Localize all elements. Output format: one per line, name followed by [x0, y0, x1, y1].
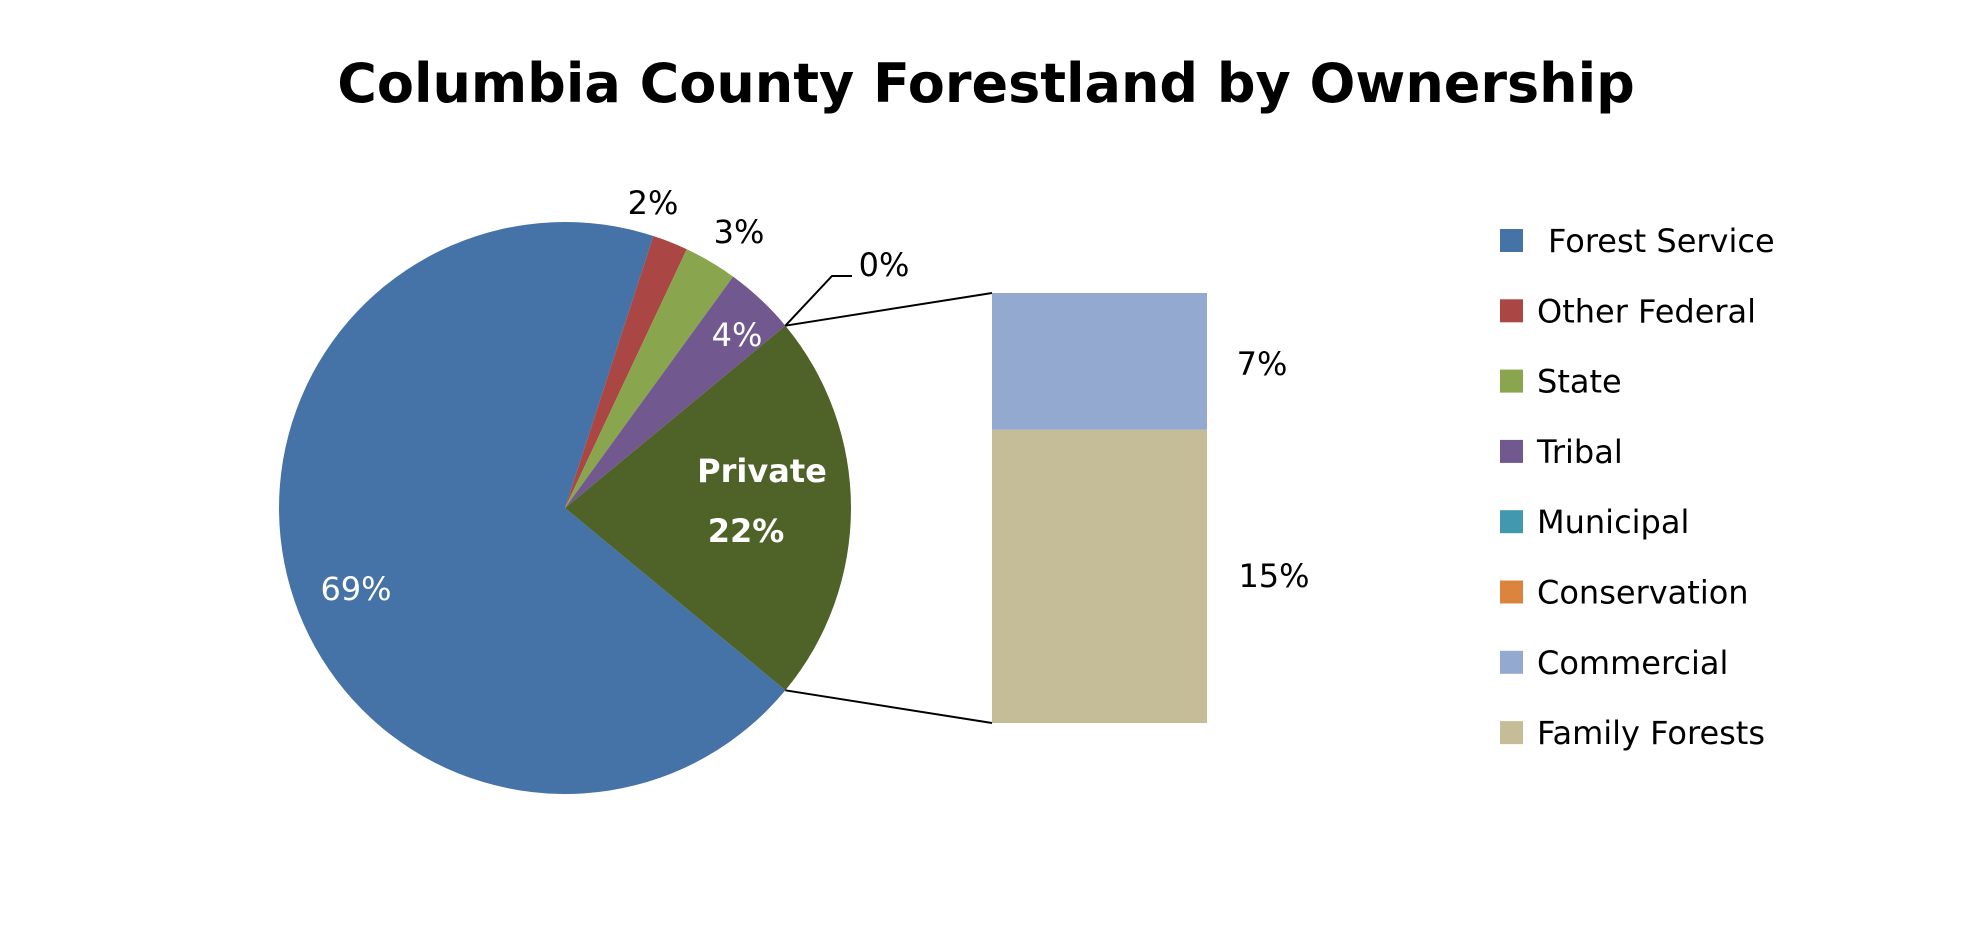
data-label-commercial: 7% — [1237, 345, 1288, 383]
legend-swatch-state — [1500, 369, 1523, 393]
legend: Forest Service Other Federal State Tribal Mu… — [1500, 222, 1775, 752]
pie-slice-state — [565, 249, 734, 508]
bar-segment-commercial — [992, 293, 1207, 430]
legend-label-family-forests: Family Forests — [1537, 714, 1765, 752]
data-label-forest-service: 69% — [320, 570, 391, 608]
legend-swatch-commercial — [1500, 650, 1523, 674]
legend-label-other-federal: Other Federal — [1537, 292, 1756, 330]
legend-swatch-municipal — [1500, 510, 1523, 534]
connector-line-bottom — [785, 689, 993, 724]
data-label-tribal: 4% — [712, 316, 763, 354]
connector-line-top — [785, 292, 993, 327]
legend-swatch-family-forests — [1500, 721, 1523, 745]
pie: 69% 2% 3% 4% 0% Private 22% — [278, 184, 910, 794]
chart-title: Columbia County Forestland by Ownership — [337, 52, 1635, 115]
legend-swatch-forest-service — [1500, 229, 1523, 252]
data-label-other-federal: 2% — [628, 184, 679, 222]
data-label-municipal: 0% — [859, 246, 910, 284]
data-label-private: Private — [697, 452, 827, 490]
pie-slice-forest-service — [278, 221, 786, 794]
pie-slice-tribal — [565, 276, 786, 508]
legend-swatch-other-federal — [1500, 299, 1523, 323]
legend-swatch-conservation — [1500, 580, 1523, 604]
pie-slice-private — [565, 325, 851, 691]
bar-of-pie: 7% 15% — [785, 292, 1310, 724]
leader-line-municipal — [784, 275, 852, 327]
legend-swatch-tribal — [1500, 439, 1523, 463]
legend-label-forest-service: Forest Service — [1548, 222, 1775, 260]
data-label-state: 3% — [714, 213, 765, 251]
legend-label-commercial: Commercial — [1537, 644, 1728, 682]
legend-label-conservation: Conservation — [1537, 574, 1749, 612]
pie-slice-other-federal — [565, 235, 687, 508]
legend-label-tribal: Tribal — [1536, 433, 1623, 471]
data-label-family-forests: 15% — [1238, 557, 1309, 595]
bar-segment-family-forests — [992, 429, 1207, 723]
legend-label-state: State — [1537, 363, 1622, 401]
data-label-private-percent: 22% — [708, 512, 785, 550]
legend-label-municipal: Municipal — [1537, 503, 1689, 541]
